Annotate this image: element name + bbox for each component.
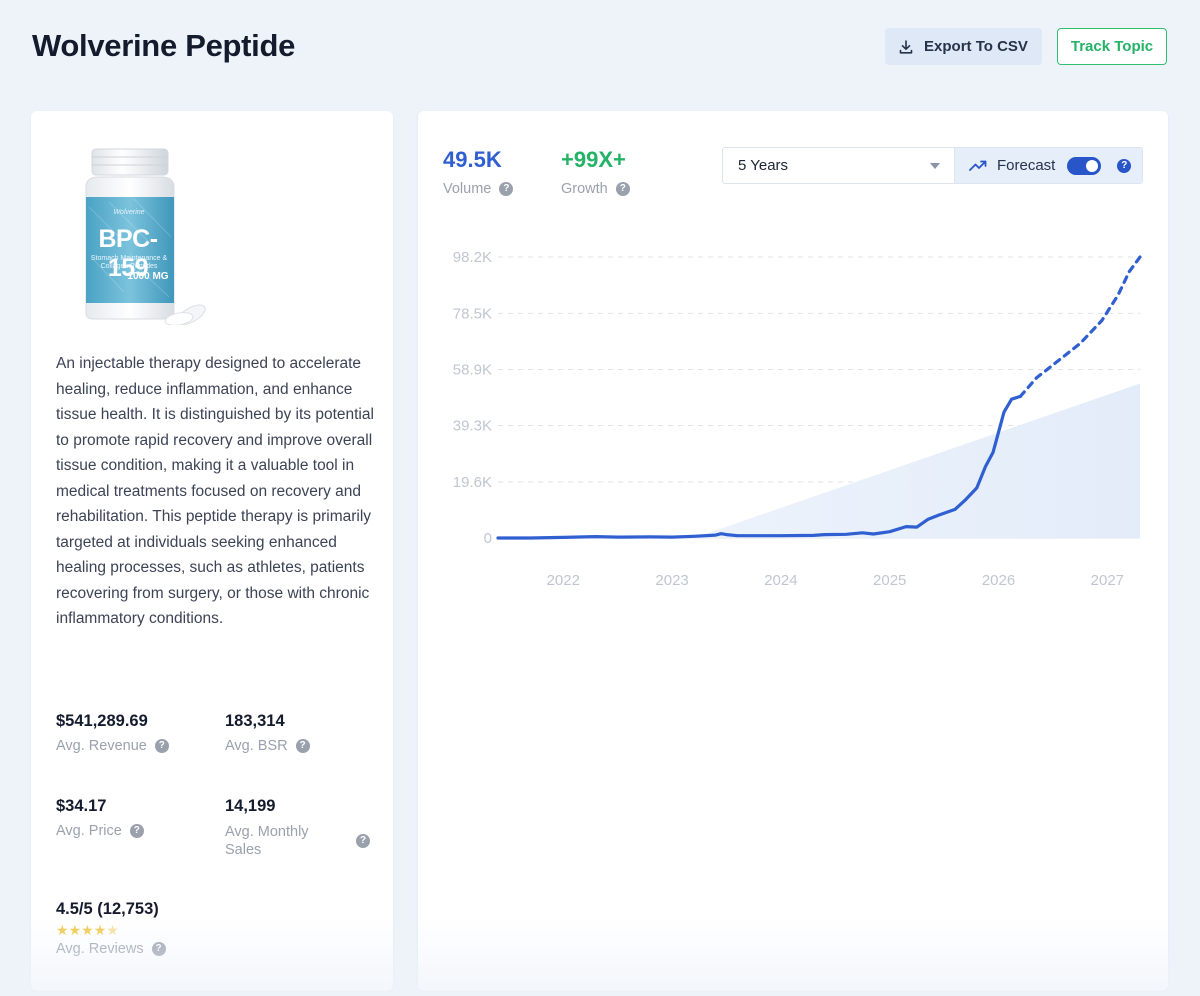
caret-down-icon (930, 162, 940, 169)
stat-bsr: 183,314 Avg. BSR? (225, 712, 310, 754)
y-tick-label: 98.2K (453, 249, 492, 266)
y-tick-label: 19.6K (453, 474, 492, 491)
x-tick-label: 2024 (764, 572, 797, 589)
product-image: Wolverine BPC-159 Stomach Maintenance & … (79, 147, 209, 326)
bottle-dose: 1000 MG (127, 271, 169, 282)
download-icon (899, 39, 913, 54)
stat-reviews: 4.5/5 (12,753) ★★★★★ Avg. Reviews? (56, 900, 166, 957)
bottle-subtext: Stomach Maintenance & Collagen Peptides (90, 255, 168, 270)
y-tick-label: 0 (484, 530, 492, 547)
trend-area (693, 383, 1140, 538)
y-tick-label: 58.9K (453, 361, 492, 378)
x-tick-label: 2026 (982, 572, 1015, 589)
reviews-value: 4.5/5 (12,753) (56, 900, 159, 918)
export-csv-label: Export To CSV (924, 38, 1028, 55)
volume-value: 49.5K (443, 147, 502, 172)
stat-monthly-sales: 14,199 Avg. Monthly Sales ? (225, 797, 370, 859)
price-value: $34.17 (56, 797, 107, 815)
help-icon[interactable]: ? (1117, 158, 1132, 173)
x-tick-label: 2022 (547, 572, 580, 589)
x-tick-label: 2023 (655, 572, 688, 589)
bsr-value: 183,314 (225, 712, 285, 730)
trend-chart: 98.2K 78.5K 58.9K 39.3K 19.6K 0 2022 2023 2024 20… (453, 249, 1142, 589)
monthly-sales-value: 14,199 (225, 797, 276, 815)
help-icon[interactable]: ? (154, 739, 169, 753)
help-icon[interactable]: ? (499, 182, 514, 196)
chart-controls: 5 Years Forecast ? (722, 147, 1143, 184)
x-tick-label: 2027 (1091, 572, 1124, 589)
help-icon[interactable]: ? (295, 739, 310, 753)
growth-metric: +99X+ Growth? (561, 147, 630, 197)
time-range-value: 5 Years (738, 157, 789, 174)
forecast-toggle[interactable] (1067, 156, 1102, 175)
growth-label: Growth (561, 181, 608, 197)
trend-card: 49.5K Volume? +99X+ Growth? 5 Years Fore… (418, 111, 1168, 991)
star-icon: ★ (56, 922, 69, 938)
help-icon[interactable]: ? (615, 182, 630, 196)
volume-metric: 49.5K Volume? (443, 147, 514, 197)
track-topic-button[interactable]: Track Topic (1057, 28, 1167, 65)
revenue-label: Avg. Revenue (56, 738, 147, 754)
bottle-brand-logo: Wolverine (113, 209, 145, 216)
stat-price: $34.17 Avg. Price? (56, 797, 144, 839)
help-icon[interactable]: ? (356, 834, 370, 848)
y-tick-label: 78.5K (453, 305, 492, 322)
export-csv-button[interactable]: Export To CSV (885, 28, 1042, 65)
product-description: An injectable therapy designed to accele… (56, 355, 374, 627)
star-icon: ★ (93, 922, 107, 938)
star-icon: ★ (81, 922, 94, 938)
stat-revenue: $541,289.69 Avg. Revenue? (56, 712, 169, 754)
product-card: Wolverine BPC-159 Stomach Maintenance & … (31, 111, 393, 991)
help-icon[interactable]: ? (151, 942, 166, 956)
trending-up-icon (969, 160, 987, 171)
x-tick-label: 2025 (873, 572, 906, 589)
monthly-sales-label: Avg. Monthly Sales (225, 824, 309, 858)
bottle-product-name: BPC-159 (98, 225, 158, 282)
rating-stars: ★★★★★ (56, 922, 166, 939)
volume-line (496, 394, 1022, 540)
reviews-label: Avg. Reviews (56, 941, 144, 957)
forecast-control: Forecast ? (955, 148, 1142, 183)
half-star-icon: ★ (106, 922, 119, 938)
revenue-value: $541,289.69 (56, 712, 148, 730)
forecast-line (1018, 255, 1142, 398)
star-icon: ★ (68, 922, 82, 938)
forecast-label: Forecast (997, 157, 1056, 174)
time-range-select[interactable]: 5 Years (723, 148, 955, 183)
page-title: Wolverine Peptide (32, 28, 296, 63)
help-icon[interactable]: ? (129, 824, 144, 838)
y-tick-label: 39.3K (453, 418, 492, 435)
volume-label: Volume (443, 181, 492, 197)
price-label: Avg. Price (56, 823, 122, 839)
growth-value: +99X+ (561, 147, 626, 172)
bsr-label: Avg. BSR (225, 738, 288, 754)
